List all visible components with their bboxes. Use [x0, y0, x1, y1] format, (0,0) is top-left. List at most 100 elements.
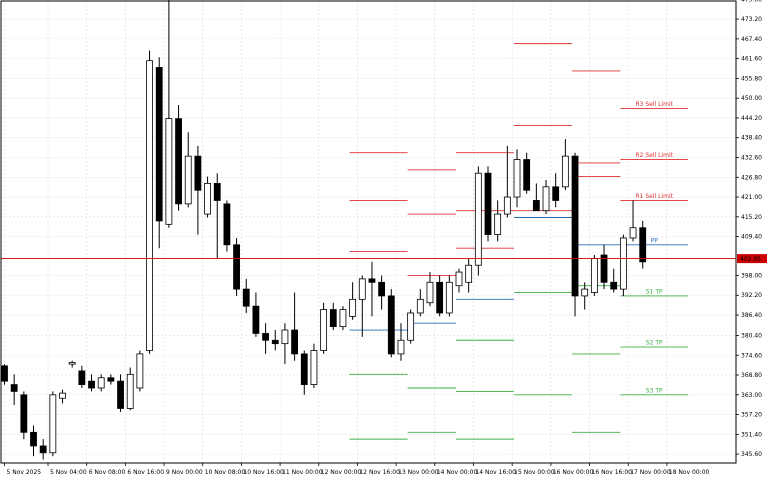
bearish-candle-body: [194, 155, 202, 191]
bullish-candle-body: [59, 392, 66, 399]
candle[interactable]: [281, 323, 289, 365]
time-tick-label: 10 Nov 08:00: [205, 469, 246, 476]
candle[interactable]: [68, 360, 76, 368]
candle[interactable]: [619, 234, 627, 296]
candle[interactable]: [165, 0, 173, 228]
bearish-candle-body: [523, 159, 531, 191]
candle[interactable]: [126, 367, 134, 411]
candles[interactable]: [1, 0, 647, 460]
candle[interactable]: [397, 323, 405, 361]
candle[interactable]: [213, 173, 221, 259]
candle[interactable]: [407, 309, 415, 344]
candle[interactable]: [30, 425, 37, 457]
candle[interactable]: [146, 50, 153, 354]
bullish-candle-body: [542, 186, 550, 212]
candle[interactable]: [310, 343, 318, 388]
candle[interactable]: [223, 200, 231, 252]
candle[interactable]: [39, 439, 47, 460]
candle[interactable]: [639, 220, 647, 269]
bearish-candle-body: [271, 339, 279, 345]
candle[interactable]: [155, 57, 163, 249]
candle[interactable]: [581, 282, 589, 310]
price-tick-label: 368.80: [741, 372, 762, 379]
price-tick-label: 432.60: [741, 155, 762, 162]
candle[interactable]: [368, 261, 376, 317]
candle[interactable]: [474, 166, 482, 276]
candle[interactable]: [571, 152, 579, 317]
candle[interactable]: [532, 183, 540, 212]
candle[interactable]: [465, 258, 473, 293]
candle[interactable]: [20, 391, 28, 440]
candle[interactable]: [78, 365, 86, 388]
candle[interactable]: [503, 145, 511, 218]
candle[interactable]: [107, 374, 115, 385]
time-axis: 5 Nov 2025 5 Nov 04:00 6 Nov 08:00 6 Nov 16…: [4, 463, 710, 476]
candle[interactable]: [542, 180, 550, 215]
bullish-candle-body: [136, 353, 144, 389]
candle[interactable]: [88, 374, 95, 392]
candle[interactable]: [194, 145, 202, 235]
candle[interactable]: [590, 255, 598, 296]
pivot-level-labels: R3 Sell Limit R2 Sell Limit R1 Sell Limit P…: [635, 101, 673, 394]
candle[interactable]: [136, 350, 144, 392]
time-tick-label: 12 Nov 00:00: [321, 469, 362, 476]
candle[interactable]: [600, 244, 608, 290]
price-tick-label: 374.60: [741, 352, 762, 359]
candle[interactable]: [300, 350, 308, 395]
candle[interactable]: [416, 289, 424, 317]
candle[interactable]: [610, 268, 618, 293]
bullish-candle-body: [581, 288, 589, 297]
candle[interactable]: [204, 176, 211, 218]
time-tick-label: 5 Nov 04:00: [50, 469, 87, 476]
candle[interactable]: [10, 374, 18, 406]
candle[interactable]: [262, 323, 269, 354]
bullish-candle-body: [184, 155, 192, 205]
candle[interactable]: [387, 289, 395, 358]
candle[interactable]: [271, 330, 279, 351]
candle[interactable]: [59, 389, 66, 404]
bullish-candle-body: [339, 309, 347, 328]
candle[interactable]: [175, 104, 182, 211]
time-tick-label: 11 Nov 00:00: [282, 469, 323, 476]
time-tick-label: 18 Nov 00:00: [669, 469, 710, 476]
candle[interactable]: [320, 302, 328, 354]
candle[interactable]: [426, 272, 434, 307]
candle[interactable]: [252, 292, 260, 337]
bearish-candle-body: [532, 200, 540, 212]
bearish-candle-body: [30, 431, 37, 447]
bullish-candle-body: [426, 281, 434, 304]
price-tick-label: 409.40: [741, 234, 762, 241]
candle[interactable]: [349, 282, 357, 320]
candle[interactable]: [339, 306, 347, 331]
candle[interactable]: [358, 275, 366, 337]
candle[interactable]: [291, 292, 299, 361]
candle[interactable]: [184, 132, 192, 208]
candle[interactable]: [49, 391, 57, 457]
price-tick-label: 438.40: [741, 135, 762, 142]
candle[interactable]: [629, 200, 637, 242]
candle[interactable]: [242, 278, 250, 313]
candle[interactable]: [378, 275, 386, 310]
candle[interactable]: [494, 200, 502, 242]
candle[interactable]: [484, 166, 492, 242]
candle[interactable]: [513, 149, 521, 208]
candle[interactable]: [552, 173, 560, 208]
candle[interactable]: [329, 302, 337, 331]
bearish-candle-body: [10, 384, 18, 392]
candle[interactable]: [445, 275, 453, 317]
bearish-candle-body: [600, 254, 608, 283]
candle[interactable]: [97, 374, 105, 392]
time-tick-label: 15 Nov 00:00: [514, 469, 555, 476]
price-tick-label: 415.20: [741, 214, 762, 221]
pivot-level-lines: [349, 43, 689, 440]
candle[interactable]: [523, 152, 531, 194]
candle[interactable]: [1, 364, 8, 385]
bearish-candle-body: [387, 295, 395, 355]
candle[interactable]: [561, 139, 569, 191]
candle[interactable]: [233, 237, 240, 296]
candle[interactable]: [455, 268, 463, 293]
candle[interactable]: [117, 374, 124, 412]
candle[interactable]: [436, 275, 444, 317]
time-tick-label: 14 Nov 16:00: [475, 469, 516, 476]
